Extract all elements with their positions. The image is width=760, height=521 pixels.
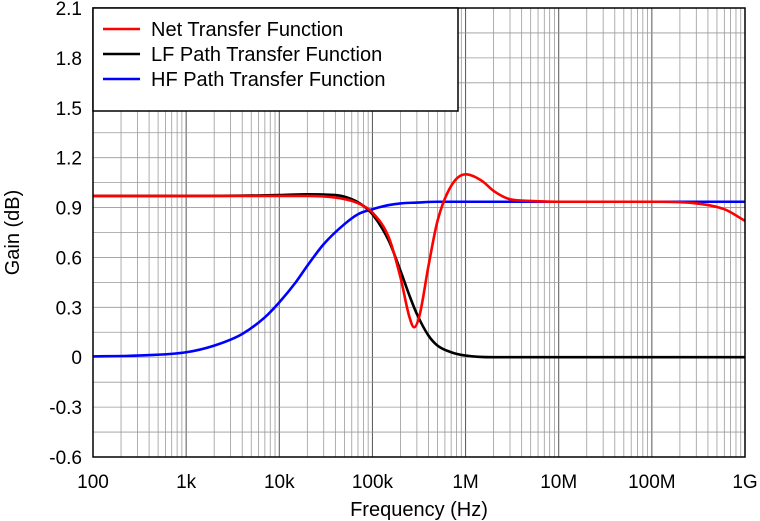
y-tick-label: 0.9 [56,199,82,220]
legend-label: LF Path Transfer Function [151,44,382,66]
legend-label: HF Path Transfer Function [151,69,386,91]
tick-labels: 100 1k 10k 100k 1M 10M 100M 1G -0.6 -0.3 0 0.3 0.6 0.… [49,0,757,493]
legend: Net Transfer Function LF Path Transfer Fu… [92,7,459,112]
x-axis-title: Frequency (Hz) [350,499,488,521]
series-lines [92,173,746,359]
x-tick-label: 1k [176,472,197,493]
legend-label: Net Transfer Function [151,19,343,41]
legend-box [92,7,459,112]
x-tick-label: 100M [628,472,676,493]
x-tick-label: 1M [452,472,478,493]
y-tick-label: 0.3 [56,298,82,319]
series-line-2 [93,192,745,359]
y-tick-label: 1.5 [56,99,82,120]
series-line-3 [92,200,745,358]
y-tick-label: 2.1 [56,0,82,20]
y-tick-label: 1.2 [56,149,82,170]
y-tick-label: 0.6 [56,248,82,269]
y-tick-label: -0.6 [49,448,82,469]
series-line-1 [93,173,746,329]
x-tick-label: 10M [540,472,577,493]
y-axis-title: Gain (dB) [2,190,24,276]
y-tick-label: 1.8 [56,49,82,70]
y-tick-label: -0.3 [49,398,82,419]
y-tick-label: 0 [71,348,82,369]
x-tick-label: 100k [352,472,394,493]
x-tick-label: 100 [77,472,109,493]
x-tick-label: 10k [264,472,295,493]
x-tick-label: 1G [732,472,757,493]
